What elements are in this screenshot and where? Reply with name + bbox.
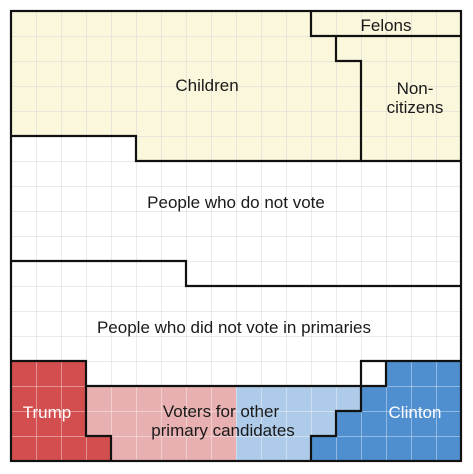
- region-borders: [9, 9, 463, 463]
- clinton-label: Clinton: [389, 403, 442, 422]
- ineligible-border: [11, 134, 461, 163]
- other-candidates-label-line2: primary candidates: [151, 421, 295, 440]
- other-candidates-label-line1: Voters for other: [163, 402, 280, 421]
- nonvoters-border: [11, 259, 461, 288]
- clinton-border: [309, 361, 388, 461]
- grid-lines: [11, 11, 461, 361]
- clinton-grid: [311, 361, 461, 461]
- trump-label: Trump: [23, 403, 72, 422]
- voters-border: [11, 359, 461, 388]
- noncitizens-label-line2: citizens: [387, 98, 444, 117]
- felons-label: Felons: [360, 16, 411, 35]
- noncitizens-label-line1: Non-: [397, 79, 434, 98]
- other-dem-grid: [236, 386, 361, 461]
- primary-nonvoters-label: People who did not vote in primaries: [97, 318, 371, 337]
- children-label: Children: [175, 76, 238, 95]
- other-rep-grid: [86, 386, 236, 461]
- noncitizens-border: [334, 36, 363, 161]
- nonvoters-label: People who do not vote: [147, 193, 325, 212]
- trump-border: [84, 386, 113, 461]
- outer-frame: [9, 9, 463, 463]
- felons-border: [309, 11, 461, 38]
- grid-lines-lower: [86, 361, 386, 386]
